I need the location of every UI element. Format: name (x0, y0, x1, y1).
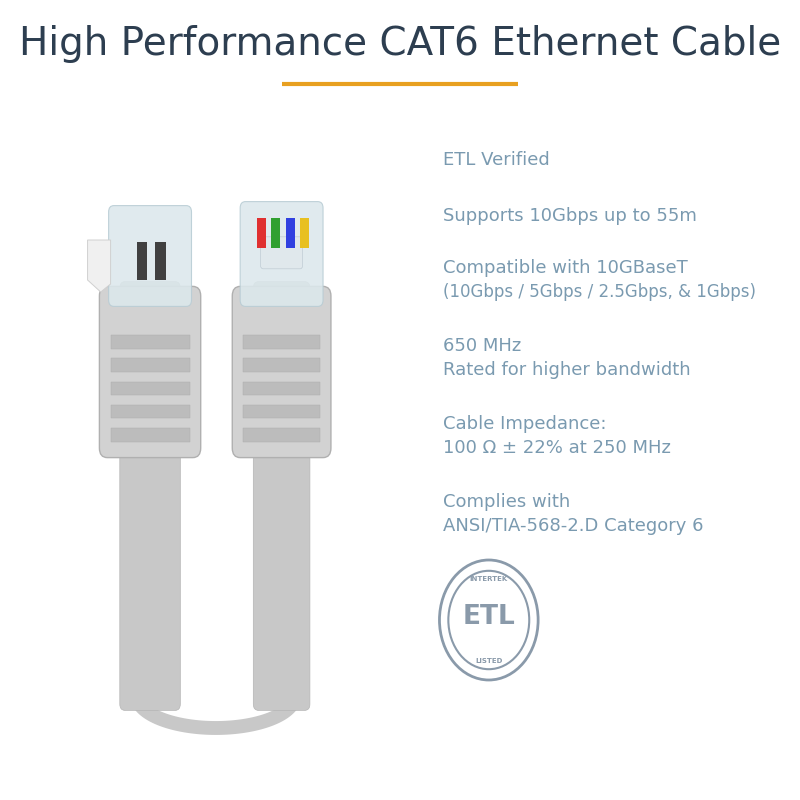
Text: ETL Verified: ETL Verified (442, 151, 550, 169)
Bar (257, 218, 266, 248)
Bar (243, 335, 320, 349)
Text: INTERTEK: INTERTEK (470, 576, 508, 582)
Bar (137, 242, 147, 280)
Bar (286, 218, 294, 248)
Text: LISTED: LISTED (475, 658, 502, 664)
Text: ETL: ETL (462, 604, 515, 630)
Bar (110, 428, 190, 442)
FancyBboxPatch shape (240, 202, 323, 306)
Text: Supports 10Gbps up to 55m: Supports 10Gbps up to 55m (442, 207, 697, 225)
Polygon shape (87, 240, 110, 292)
Text: ANSI/TIA-568-2.D Category 6: ANSI/TIA-568-2.D Category 6 (442, 518, 703, 535)
Bar (271, 218, 280, 248)
FancyBboxPatch shape (99, 286, 201, 458)
Bar (110, 335, 190, 349)
Bar (243, 428, 320, 442)
Text: Cable Impedance:: Cable Impedance: (442, 415, 606, 433)
Bar (155, 242, 166, 280)
Text: 650 MHz: 650 MHz (442, 337, 521, 354)
Text: 100 Ω ± 22% at 250 MHz: 100 Ω ± 22% at 250 MHz (442, 439, 670, 457)
Text: Complies with: Complies with (442, 494, 570, 511)
FancyBboxPatch shape (261, 237, 302, 269)
Bar (243, 358, 320, 372)
Text: Compatible with 10GBaseT: Compatible with 10GBaseT (442, 259, 687, 277)
Bar (300, 218, 310, 248)
Text: (10Gbps / 5Gbps / 2.5Gbps, & 1Gbps): (10Gbps / 5Gbps / 2.5Gbps, & 1Gbps) (442, 283, 756, 301)
Text: High Performance CAT6 Ethernet Cable: High Performance CAT6 Ethernet Cable (19, 25, 781, 63)
Bar (243, 382, 320, 395)
Bar (110, 405, 190, 418)
Bar (110, 382, 190, 395)
Text: Rated for higher bandwidth: Rated for higher bandwidth (442, 361, 690, 378)
FancyBboxPatch shape (254, 282, 310, 710)
FancyBboxPatch shape (232, 286, 331, 458)
Bar (243, 405, 320, 418)
Bar (110, 358, 190, 372)
FancyBboxPatch shape (120, 282, 180, 710)
FancyBboxPatch shape (109, 206, 191, 306)
